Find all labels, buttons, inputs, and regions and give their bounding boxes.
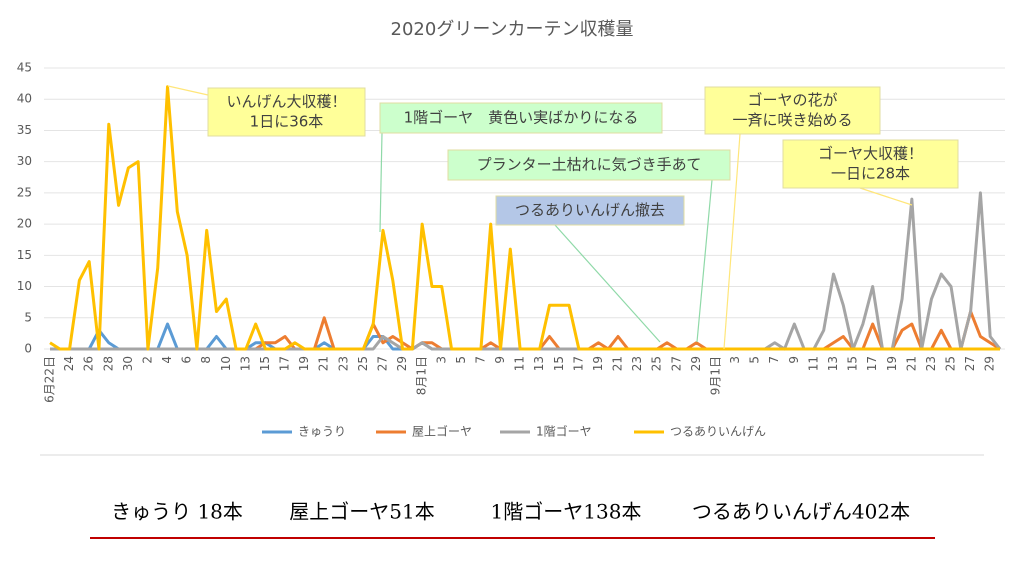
callout-line (379, 132, 383, 233)
x-tick-label: 13 (238, 356, 252, 371)
callout-box (207, 87, 366, 137)
x-tick-label: 27 (669, 356, 683, 371)
legend-label: つるありいんげん (670, 425, 766, 439)
x-tick-label: 7 (767, 356, 781, 364)
series-line (49, 85, 1000, 351)
y-tick-label: 35 (17, 123, 32, 137)
x-tick-label: 8 (199, 356, 213, 364)
x-tick-label: 17 (571, 356, 585, 371)
x-tick-label: 11 (806, 356, 820, 371)
callout-box (495, 195, 685, 226)
x-tick-label: 24 (62, 356, 76, 371)
callout-line (554, 224, 661, 343)
x-tick-label: 10 (219, 356, 233, 371)
x-tick-label: 8月1日 (415, 356, 429, 395)
callout-text: プランター土枯れに気づき手あて (477, 156, 702, 174)
x-tick-label: 13 (826, 356, 840, 371)
x-tick-label: 6 (180, 356, 194, 364)
x-tick-label: 27 (375, 356, 389, 371)
summary-text: つるありいんげん402本 (692, 500, 910, 524)
summary-text: 1階ゴーヤ138本 (491, 500, 642, 524)
x-tick-label: 5 (454, 356, 468, 364)
y-tick-label: 20 (17, 217, 32, 231)
callout-text: いんげん大収穫！ (226, 93, 346, 111)
chart-title: 2020グリーンカーテン収穫量 (391, 19, 634, 40)
callout-box (447, 149, 731, 181)
x-tick-label: 28 (101, 356, 115, 371)
x-tick-label: 4 (160, 356, 174, 364)
callout-box (704, 86, 881, 135)
x-tick-label: 11 (513, 356, 527, 371)
x-tick-label: 21 (611, 356, 625, 371)
y-tick-label: 15 (17, 248, 32, 262)
callout-text: 1日に36本 (250, 113, 324, 131)
x-tick-label: 5 (748, 356, 762, 364)
callout-line (696, 179, 713, 343)
x-tick-label: 7 (473, 356, 487, 364)
x-tick-label: 17 (865, 356, 879, 371)
x-tick-label: 29 (689, 356, 703, 371)
y-tick-label: 0 (24, 342, 32, 356)
x-tick-label: 29 (983, 356, 997, 371)
x-tick-label: 25 (650, 356, 664, 371)
x-tick-label: 23 (630, 356, 644, 371)
x-tick-label: 25 (356, 356, 370, 371)
callout-text: ゴーヤの花が (747, 91, 837, 109)
callout-text: 一斉に咲き始める (732, 111, 852, 129)
callout-line (167, 85, 209, 96)
callout-box (379, 102, 663, 134)
y-tick-label: 40 (17, 92, 32, 106)
x-tick-label: 15 (258, 356, 272, 371)
callout-text: 一日に28本 (831, 165, 910, 183)
callout-box (782, 139, 959, 189)
x-tick-label: 23 (336, 356, 350, 371)
legend-label: 屋上ゴーヤ (412, 424, 472, 439)
x-tick-label: 25 (944, 356, 958, 371)
callout-text: 1階ゴーヤ 黄色い実ばかりになる (404, 109, 639, 127)
x-tick-label: 17 (278, 356, 292, 371)
y-tick-label: 45 (17, 61, 32, 75)
y-tick-label: 25 (17, 185, 32, 199)
x-tick-label: 26 (82, 356, 96, 371)
x-tick-label: 21 (904, 356, 918, 371)
x-tick-label: 9 (493, 356, 507, 364)
x-tick-label: 6月22日 (43, 356, 57, 403)
x-tick-label: 15 (846, 356, 860, 371)
y-tick-label: 10 (17, 279, 32, 293)
x-tick-label: 19 (885, 356, 899, 371)
x-tick-label: 19 (591, 356, 605, 371)
callout-line (723, 133, 741, 350)
callout-text: ゴーヤ大収穫！ (818, 145, 923, 163)
summary-text: 屋上ゴーヤ51本 (289, 500, 434, 524)
x-tick-label: 27 (963, 356, 977, 371)
x-tick-label: 19 (297, 356, 311, 371)
x-tick-label: 9月1日 (708, 356, 722, 395)
callout-line (859, 187, 913, 206)
legend-label: きゅうり (298, 425, 346, 439)
summary-text: きゅうり 18本 (111, 500, 243, 524)
x-tick-label: 3 (434, 356, 448, 364)
x-tick-label: 13 (532, 356, 546, 371)
x-tick-label: 15 (552, 356, 566, 371)
legend-label: 1階ゴーヤ (536, 424, 592, 439)
x-tick-label: 30 (121, 356, 135, 371)
x-tick-label: 3 (728, 356, 742, 364)
callout-text: つるありいんげん撤去 (515, 201, 665, 219)
y-tick-label: 30 (17, 154, 32, 168)
x-tick-label: 9 (787, 356, 801, 364)
y-tick-label: 5 (24, 310, 32, 324)
x-tick-label: 23 (924, 356, 938, 371)
x-tick-label: 29 (395, 356, 409, 371)
x-tick-label: 2 (140, 356, 154, 364)
x-tick-label: 21 (317, 356, 331, 371)
